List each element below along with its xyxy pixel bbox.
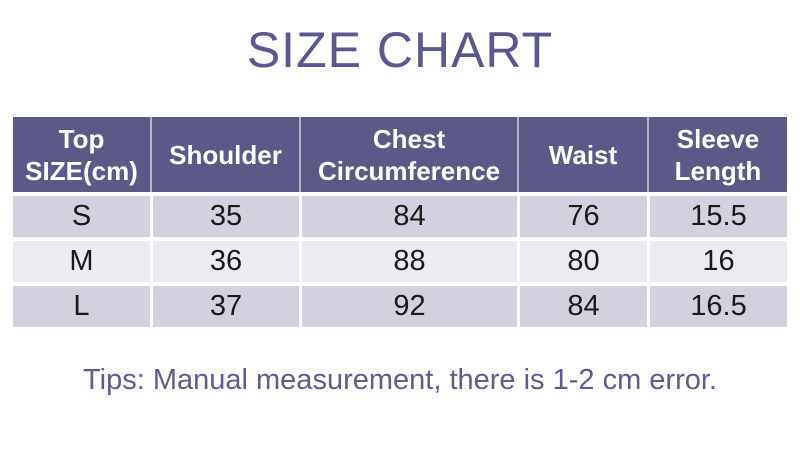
cell-sleeve: 16	[647, 241, 787, 282]
header-cell-waist: Waist	[517, 117, 647, 192]
cell-shoulder: 37	[150, 286, 299, 327]
cell-chest: 88	[299, 241, 517, 282]
cell-waist: 84	[517, 286, 647, 327]
cell-size: M	[13, 241, 150, 282]
page-title: SIZE CHART	[246, 22, 554, 78]
header-cell-sleeve-length: Sleeve Length	[647, 117, 787, 192]
header-cell-top-size: Top SIZE(cm)	[13, 117, 150, 192]
cell-sleeve: 15.5	[647, 196, 787, 237]
size-chart-page: SIZE CHART Top SIZE(cm) Shoulder Chest C…	[0, 20, 800, 398]
cell-waist: 76	[517, 196, 647, 237]
header-cell-chest-circumference: Chest Circumference	[299, 117, 517, 192]
cell-waist: 80	[517, 241, 647, 282]
cell-size: L	[13, 286, 150, 327]
cell-sleeve: 16.5	[647, 286, 787, 327]
header-cell-shoulder: Shoulder	[150, 117, 299, 192]
cell-size: S	[13, 196, 150, 237]
cell-chest: 84	[299, 196, 517, 237]
cell-shoulder: 35	[150, 196, 299, 237]
cell-chest: 92	[299, 286, 517, 327]
size-table: Top SIZE(cm) Shoulder Chest Circumferenc…	[13, 117, 787, 327]
tips-note: Tips: Manual measurement, there is 1-2 c…	[83, 364, 717, 396]
cell-shoulder: 36	[150, 241, 299, 282]
